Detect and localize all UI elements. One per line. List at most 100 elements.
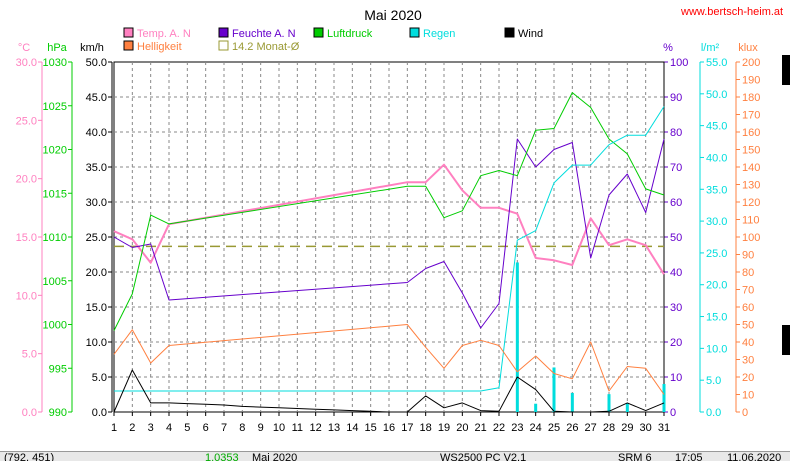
x-tick-label: 23 [511, 422, 523, 434]
x-tick-label: 6 [203, 422, 209, 434]
status-field: Mai 2020 [252, 452, 298, 461]
x-tick-label: 16 [383, 422, 395, 434]
x-tick-label: 7 [221, 422, 227, 434]
axis-tick-label: 60 [742, 302, 754, 314]
axis-tick-label: 0 [670, 407, 676, 419]
x-tick-label: 24 [530, 422, 542, 434]
axis-tick-label: 15.0 [706, 312, 727, 324]
x-tick-label: 18 [420, 422, 432, 434]
legend-label: 14.2 Monat-Ø [232, 41, 300, 53]
legend-swatch [313, 27, 324, 38]
axis-tick-label: 10 [670, 372, 682, 384]
legend-swatch [504, 27, 515, 38]
x-tick-label: 21 [475, 422, 487, 434]
series-line [113, 138, 665, 329]
x-tick-label: 20 [456, 422, 468, 434]
x-tick-label: 28 [603, 422, 615, 434]
axis-tick-label: 1010 [43, 232, 67, 244]
status-field: 1.0353 [205, 452, 239, 461]
axis-tick-label: 990 [49, 407, 67, 419]
status-field: WS2500 PC V2.1 [440, 452, 527, 461]
clipped-edge-mark [782, 55, 790, 85]
axis-tick-label: 0.0 [706, 407, 721, 419]
site-url[interactable]: www.bertsch-heim.at [680, 6, 783, 18]
legend-label: Luftdruck [327, 28, 373, 40]
axis-tick-label: 995 [49, 363, 67, 375]
axis-tick-label: 10.0 [16, 290, 37, 302]
legend-label: Regen [423, 28, 455, 40]
axis-tick-label: 30.0 [706, 216, 727, 228]
axis-tick-label: 70 [670, 162, 682, 174]
axis-tick-label: 150 [742, 145, 760, 157]
axis-unit: l/m² [701, 42, 720, 54]
legend-label: Wind [518, 28, 543, 40]
series-line [113, 324, 665, 395]
clipped-edge-mark [782, 325, 790, 355]
rain-bars [515, 262, 666, 412]
x-tick-label: 3 [148, 422, 154, 434]
x-tick-label: 4 [166, 422, 172, 434]
axis-tick-label: 25.0 [86, 232, 107, 244]
x-tick-label: 1 [111, 422, 117, 434]
axis-tick-label: 20.0 [706, 280, 727, 292]
status-field: 17:05 [675, 452, 703, 461]
chart-legend: Temp. A. N Feuchte A. N Luftdruck Regen Wind… [123, 27, 543, 53]
axis-tick-label: 15.0 [16, 232, 37, 244]
x-tick-label: 12 [310, 422, 322, 434]
legend-swatch [123, 40, 134, 51]
x-tick-label: 5 [184, 422, 190, 434]
legend-swatch [218, 40, 229, 51]
axis-tick-label: 10 [742, 390, 754, 402]
x-tick-label: 29 [621, 422, 633, 434]
axis-tick-label: 25.0 [706, 248, 727, 260]
axis-tick-label: 180 [742, 92, 760, 104]
axis-tick-label: 10.0 [86, 337, 107, 349]
axis-tick-label: 190 [742, 75, 760, 87]
axis-tick-label: 40.0 [86, 127, 107, 139]
x-tick-label: 27 [585, 422, 597, 434]
series-line [113, 92, 665, 331]
x-tick-label: 9 [258, 422, 264, 434]
legend-swatch [218, 27, 229, 38]
legend-label: Feuchte A. N [232, 28, 296, 40]
axis-tick-label: 110 [742, 215, 760, 227]
axis-tick-label: 0 [742, 407, 748, 419]
status-field: (792, 451) [4, 452, 55, 461]
axis-tick-label: 0.0 [22, 407, 37, 419]
x-tick-label: 2 [129, 422, 135, 434]
axis-tick-label: 80 [742, 267, 754, 279]
axis-tick-label: 25.0 [16, 115, 37, 127]
x-tick-label: 14 [346, 422, 358, 434]
axis-tick-label: 5.0 [706, 375, 721, 387]
x-tick-label: 11 [292, 422, 303, 434]
axis-tick-label: 45.0 [706, 121, 727, 133]
axis-tick-label: 1000 [43, 320, 67, 332]
chart-title: Mai 2020 [364, 7, 422, 23]
axis-tick-label: 90 [670, 92, 682, 104]
axis-tick-label: 50.0 [706, 89, 727, 101]
axis-tick-label: 70 [742, 285, 754, 297]
axis-unit: km/h [80, 42, 104, 54]
axis-unit: °C [18, 42, 30, 54]
axis-tick-label: 45.0 [86, 92, 107, 104]
axis-tick-label: 35.0 [86, 162, 107, 174]
rain-bar [570, 392, 574, 412]
axis-tick-label: 5.0 [22, 349, 37, 361]
x-tick-label: 15 [365, 422, 377, 434]
axis-tick-label: 20.0 [16, 174, 37, 186]
legend-swatch [123, 27, 134, 38]
axis-tick-label: 10.0 [706, 343, 727, 355]
axis-tick-label: 1020 [43, 145, 67, 157]
axis-tick-label: 0.0 [92, 407, 107, 419]
axis-tick-label: 15.0 [86, 302, 107, 314]
axis-tick-label: 1015 [43, 188, 67, 200]
x-tick-label: 30 [640, 422, 652, 434]
x-tick-label: 31 [658, 422, 670, 434]
x-axis-ticks: 1 2 3 4 5 6 7 8 9 10 11 12 13 14 15 16 17 18 19 20 21 22 23 24 2… [111, 412, 670, 434]
axis-tick-label: 20 [670, 337, 682, 349]
chart-axes: 0.0 5.0 10.0 15.0 20.0 25.0 30.0 990 995 1000 10 0 5… [16, 57, 761, 419]
axis-tick-label: 5.0 [92, 372, 107, 384]
axis-tick-label: 30.0 [86, 197, 107, 209]
x-tick-label: 19 [438, 422, 450, 434]
axis-tick-label: 50 [742, 320, 754, 332]
